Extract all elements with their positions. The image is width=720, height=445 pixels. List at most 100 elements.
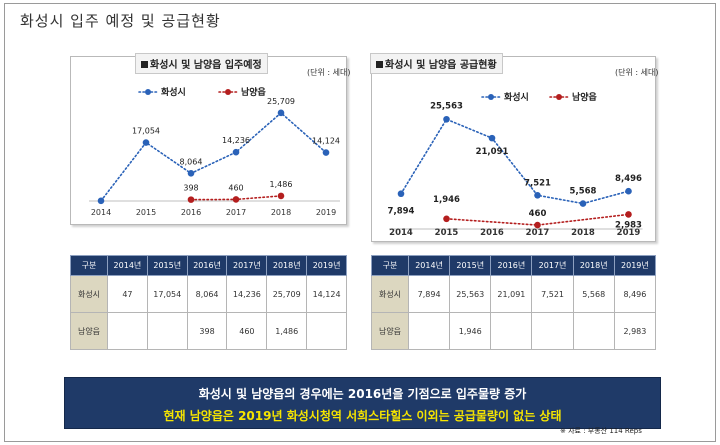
table-cell: 1,486 [266,312,308,350]
data-label: 7,894 [388,207,415,217]
data-point [187,196,195,203]
data-label: 1,946 [433,195,460,205]
data-label: 7,521 [524,178,551,188]
chart-move-in-schedule: 2014 2015 2016 2017 2018 2019 17,054 8,064 14,23… [70,53,351,225]
series-line-hwaseong [100,111,327,202]
table-cell: 25,709 [266,275,308,313]
x-tick-label: 2017 [226,208,246,217]
table-header-cell: 2017년 [531,255,574,276]
table-cell: 460 [226,312,268,350]
table-cell: 5,568 [572,275,615,313]
table-cell: 1,946 [449,312,492,350]
legend-swatch-marker [145,89,151,95]
table-cell: 7,521 [531,275,574,313]
table-cell: 14,124 [306,275,347,313]
data-label: 460 [529,209,547,219]
table-cell [531,312,574,350]
table-header-cell: 2015년 [449,255,492,276]
data-point [625,211,632,218]
table-header-cell: 2017년 [226,255,268,276]
table-cell [572,312,615,350]
table-cell: 47 [107,275,148,313]
row-header-cell: 화성시 [371,275,409,313]
legend-label: 화성시 [161,86,186,98]
table-header-cell: 2019년 [613,255,657,276]
table-cell: 17,054 [146,275,188,313]
data-point [443,215,450,223]
data-point [277,109,285,117]
banner-line-2: 현재 남양읍은 2019년 화성시청역 서희스타힐스 이외는 공급물량이 없는 … [163,409,562,423]
data-point [142,139,150,146]
chart-canvas: 2014 2015 2016 2017 2018 2019 17,054 8,064 14,23… [89,86,340,217]
table-row: 화성시 47 17,054 8,064 14,236 25,709 14,124 [70,275,347,313]
x-tick-label: 2018 [271,208,291,217]
data-point [232,196,240,203]
legend-label: 남양읍 [572,91,597,103]
data-point [187,170,195,177]
x-tick-label: 2014 [91,208,111,217]
chart-title: 화성시 및 남양읍 입주예정 [135,53,268,74]
table-cell [107,312,148,350]
chart-supply-status: 2014 2015 2016 2017 2018 2019 7,894 25,563 21,09… [370,53,659,242]
table-cell [306,312,347,350]
move-in-table: 구분 2014년 2015년 2016년 2017년 2018년 2019년 화… [70,255,347,350]
data-point [443,115,450,123]
source-note: ※ 자료 : 부동산 114 Reps [560,427,642,435]
table-cell: 21,091 [490,275,533,313]
table-cell: 8,064 [186,275,228,313]
x-tick-label: 2019 [316,208,336,217]
data-label: 1,486 [270,180,293,189]
x-tick-label: 2016 [181,208,201,217]
table-cell: 25,563 [449,275,492,313]
table-header-cell: 2014년 [407,255,451,276]
supply-table: 구분 2014년 2015년 2016년 2017년 2018년 2019년 화… [371,255,657,350]
data-label: 25,709 [267,97,295,106]
data-point [579,200,587,207]
data-point [397,190,405,198]
table-row: 남양읍 398 460 1,486 [70,312,347,350]
data-label: 5,568 [570,187,597,197]
data-label: 398 [183,184,198,193]
x-tick-label: 2018 [571,228,595,238]
data-point [534,221,541,229]
legend-swatch-marker [225,89,231,95]
page-title: 화성시 입주 예정 및 공급현황 [20,12,221,30]
table-cell: 2,983 [613,312,657,350]
table-header-cell: 2019년 [306,255,347,276]
table-header-cell: 2014년 [107,255,148,276]
banner-line-1: 화성시 및 남양읍의 경우에는 2016년을 기점으로 입주물량 증가 [198,387,527,401]
data-label: 2,983 [615,220,642,230]
x-tick-label: 2014 [389,228,413,238]
table-cell: 8,496 [613,275,657,313]
table-header-row: 구분 2014년 2015년 2016년 2017년 2018년 2019년 [70,255,347,276]
table-cell [407,312,451,350]
data-label: 25,563 [430,101,463,111]
data-label: 460 [228,183,243,192]
table-row: 화성시 7,894 25,563 21,091 7,521 5,568 8,49… [371,275,657,313]
table-header-cell: 2016년 [490,255,533,276]
x-tick-label: 2017 [526,228,550,238]
row-header-cell: 남양읍 [70,312,108,350]
data-label: 8,496 [615,174,642,184]
data-point [534,192,541,199]
data-point [322,149,330,156]
summary-banner: 화성시 및 남양읍의 경우에는 2016년을 기점으로 입주물량 증가 현재 남… [64,377,661,429]
data-point [97,197,105,205]
x-tick-label: 2016 [480,228,504,238]
table-row: 남양읍 1,946 2,983 [371,312,657,350]
table-cell: 14,236 [226,275,268,313]
x-tick-label: 2015 [435,228,459,238]
chart-unit: (단위 : 세대) [307,68,351,77]
x-tick-label: 2019 [617,228,641,238]
data-point [232,148,240,156]
table-header-cell: 구분 [70,255,108,276]
table-header-cell: 2015년 [146,255,188,276]
table-header-cell: 2016년 [186,255,228,276]
row-header-cell: 남양읍 [371,312,409,350]
row-header-cell: 화성시 [70,275,108,313]
legend-label: 화성시 [504,91,529,103]
data-label: 21,091 [476,147,509,157]
legend-label: 남양읍 [241,86,266,98]
data-point [277,192,285,200]
chart-unit: (단위 : 세대) [615,68,659,77]
